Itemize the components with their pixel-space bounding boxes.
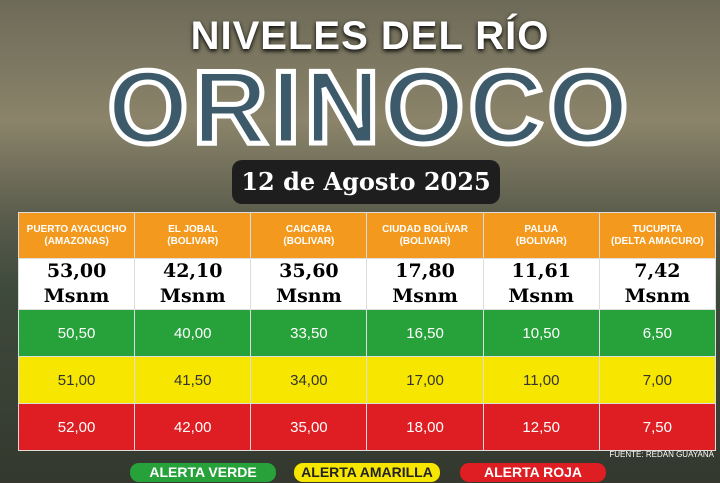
alert-value: 41,50 bbox=[134, 356, 252, 404]
level-unit: Msnm bbox=[43, 285, 110, 307]
station-state: (AMAZONAS) bbox=[44, 235, 109, 247]
column-header: PALUA (BOLIVAR) bbox=[482, 212, 600, 259]
alert-value: 11,00 bbox=[482, 356, 600, 404]
header-row: PUERTO AYACUCHO (AMAZONAS) EL JOBAL (BOLIVA… bbox=[17, 212, 717, 259]
alert-value: 42,00 bbox=[134, 403, 252, 451]
river-name: ORINOCO bbox=[105, 50, 633, 166]
alert-value: 34,00 bbox=[250, 356, 368, 404]
station-name: PUERTO AYACUCHO bbox=[26, 223, 127, 235]
current-level: 35,60 Msnm bbox=[250, 258, 368, 310]
level-unit: Msnm bbox=[508, 285, 575, 307]
levels-table: PUERTO AYACUCHO (AMAZONAS) EL JOBAL (BOLIVA… bbox=[17, 212, 717, 451]
column-header: PUERTO AYACUCHO (AMAZONAS) bbox=[17, 212, 136, 259]
level-value: 42,10 bbox=[162, 260, 223, 282]
level-unit: Msnm bbox=[159, 285, 226, 307]
alert-row: 50,50 40,00 33,50 16,50 10,50 6,50 bbox=[17, 309, 717, 357]
station-state: (BOLIVAR) bbox=[283, 235, 335, 247]
column-header: TUCUPITA (DELTA AMACURO) bbox=[598, 212, 717, 259]
legend-yellow: ALERTA AMARILLA bbox=[294, 463, 440, 482]
column-header: CIUDAD BOLÍVAR (BOLIVAR) bbox=[366, 212, 484, 259]
alert-value: 16,50 bbox=[366, 309, 484, 357]
current-level: 17,80 Msnm bbox=[366, 258, 484, 310]
alert-row: 51,00 41,50 34,00 17,00 11,00 7,00 bbox=[17, 356, 717, 404]
current-level: 11,61 Msnm bbox=[482, 258, 600, 310]
current-level: 7,42 Msnm bbox=[598, 258, 717, 310]
legend-red: ALERTA ROJA bbox=[460, 463, 606, 482]
title: NIVELES DEL RÍO bbox=[190, 14, 550, 58]
current-level-row: 53,00 Msnm 42,10 Msnm 35,60 Msnm 17,80 Msnm 11,6… bbox=[17, 258, 717, 310]
alert-value: 12,50 bbox=[482, 403, 600, 451]
legend-green: ALERTA VERDE bbox=[130, 463, 276, 482]
station-state: (DELTA AMACURO) bbox=[611, 235, 704, 247]
alert-value: 7,50 bbox=[598, 403, 717, 451]
alert-value: 40,00 bbox=[134, 309, 252, 357]
current-level: 42,10 Msnm bbox=[134, 258, 252, 310]
level-unit: Msnm bbox=[276, 285, 342, 307]
station-state: (BOLIVAR) bbox=[167, 235, 219, 247]
alert-value: 51,00 bbox=[17, 356, 136, 404]
station-name: EL JOBAL bbox=[168, 223, 218, 235]
alert-value: 50,50 bbox=[17, 309, 136, 357]
level-value: 35,60 bbox=[279, 260, 339, 282]
station-name: PALUA bbox=[524, 223, 559, 235]
station-name: TUCUPITA bbox=[632, 223, 683, 235]
source: FUENTE: REDAN GUAYANA bbox=[609, 450, 714, 459]
date: 12 de Agosto 2025 bbox=[232, 160, 500, 204]
alert-value: 10,50 bbox=[482, 309, 600, 357]
alert-row: 52,00 42,00 35,00 18,00 12,50 7,50 bbox=[17, 403, 717, 451]
alert-value: 33,50 bbox=[250, 309, 368, 357]
alert-value: 18,00 bbox=[366, 403, 484, 451]
station-name: CAICARA bbox=[285, 223, 332, 235]
level-value: 7,42 bbox=[634, 260, 681, 282]
station-state: (BOLIVAR) bbox=[399, 235, 451, 247]
alert-value: 6,50 bbox=[598, 309, 717, 357]
alert-value: 35,00 bbox=[250, 403, 368, 451]
alert-value: 7,00 bbox=[598, 356, 717, 404]
level-value: 53,00 bbox=[46, 260, 107, 282]
column-header: EL JOBAL (BOLIVAR) bbox=[134, 212, 252, 259]
column-header: CAICARA (BOLIVAR) bbox=[250, 212, 368, 259]
station-name: CIUDAD BOLÍVAR bbox=[382, 223, 469, 235]
alert-value: 17,00 bbox=[366, 356, 484, 404]
level-value: 11,61 bbox=[511, 260, 571, 282]
level-unit: Msnm bbox=[392, 285, 458, 307]
station-state: (BOLIVAR) bbox=[515, 235, 567, 247]
level-value: 17,80 bbox=[395, 260, 455, 282]
alert-value: 52,00 bbox=[17, 403, 136, 451]
current-level: 53,00 Msnm bbox=[17, 258, 136, 310]
level-unit: Msnm bbox=[624, 285, 691, 307]
